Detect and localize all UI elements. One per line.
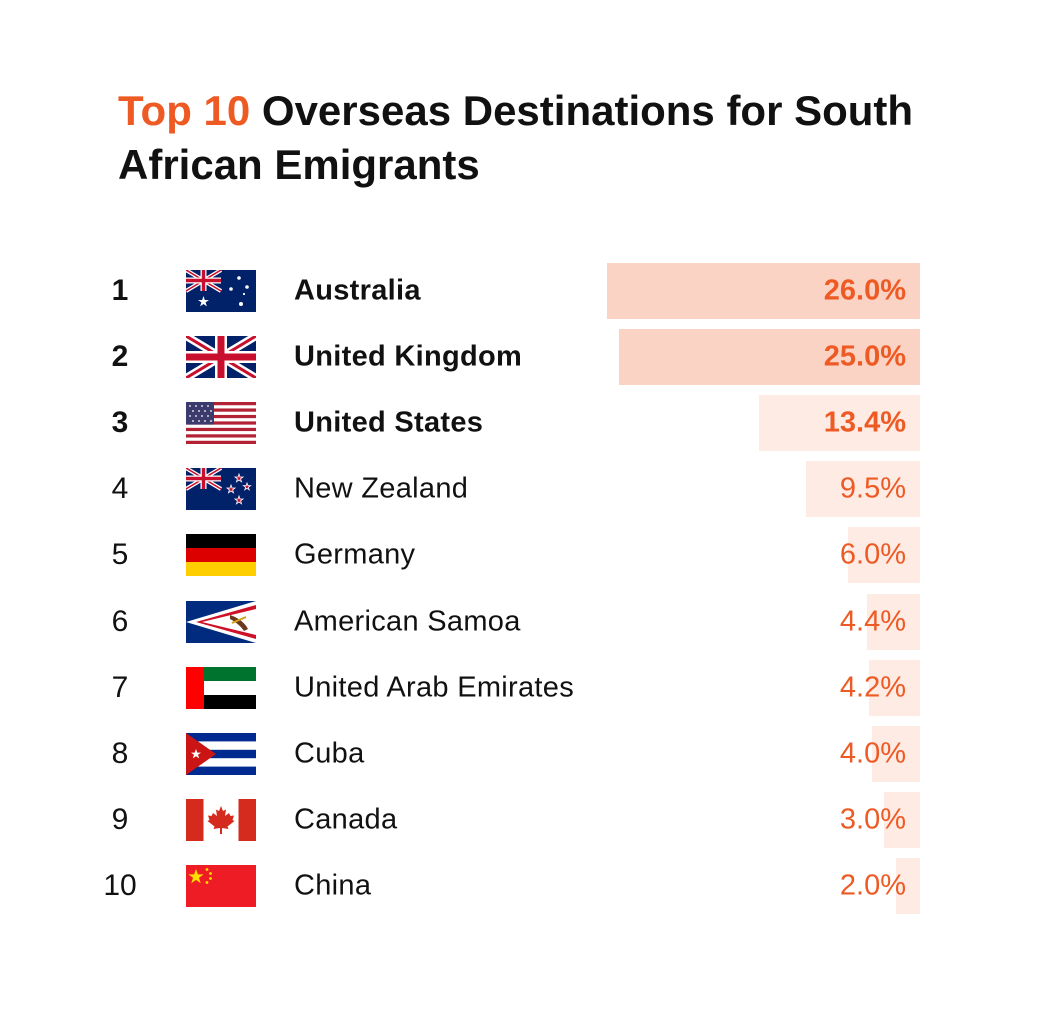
bar [847,527,920,584]
data-label: 9.5% [839,472,906,505]
chart-title: Top 10 Overseas Destinations for South A… [118,84,1046,192]
american-samoa-flag-icon [186,600,256,643]
category-label: New Zealand [294,472,469,505]
rank-label: 3 [111,406,129,440]
canada-flag-icon [186,798,256,841]
chart-row: 3 United States 13.4% [0,393,1046,453]
bar [805,461,920,518]
rank-label: 10 [103,868,137,902]
chart-title-rest: Overseas Destinations for South African … [118,87,914,188]
bar [758,395,920,452]
category-label: Germany [294,538,416,571]
category-label: Canada [294,803,398,836]
bar [869,659,920,716]
chart-row: 7 United Arab Emirates 4.2% [0,658,1046,718]
data-label: 6.0% [839,538,906,571]
chart-row: 2 United Kingdom 25.0% [0,327,1046,387]
category-label: American Samoa [294,605,521,637]
category-label: United States [294,406,484,439]
chart-row: 5 Germany 6.0% [0,525,1046,585]
chart-row: 1 Australia 26.0% [0,261,1046,321]
data-label: 4.0% [839,737,906,770]
bar [607,263,920,319]
rank-label: 4 [111,472,129,506]
rank-label: 7 [111,670,129,704]
bar [619,329,920,386]
united-kingdom-flag-icon [186,336,256,379]
uae-flag-icon [186,666,256,709]
chart-row: 9 Canada 3.0% [0,790,1046,850]
new-zealand-flag-icon [186,468,256,511]
germany-flag-icon [186,534,256,577]
data-label: 3.0% [839,803,906,836]
chart-row: 6 American Samoa 4.4% [0,592,1046,652]
data-label: 2.0% [839,869,906,902]
bar [867,593,920,650]
chart-row: 10 China 2.0% [0,856,1046,916]
china-flag-icon [186,864,256,907]
bar [883,791,920,848]
data-label: 13.4% [823,406,906,439]
category-label: Australia [294,274,421,307]
rank-label: 8 [111,736,129,770]
rank-label: 9 [111,802,129,836]
data-label: 25.0% [823,340,906,373]
category-label: United Kingdom [294,340,523,373]
data-label: 26.0% [823,274,906,307]
data-label: 4.2% [839,671,906,704]
bar [871,725,920,782]
category-label: United Arab Emirates [294,671,575,704]
chart-title-accent: Top 10 [118,87,251,134]
australia-flag-icon [186,270,256,312]
united-states-flag-icon [186,402,256,445]
rank-label: 1 [111,274,129,307]
category-label: China [294,869,372,902]
bar [895,857,920,914]
chart-row: 8 Cuba 4.0% [0,724,1046,784]
cuba-flag-icon [186,732,256,775]
rank-label: 6 [111,604,129,638]
chart-row: 4 New Zealand 9.5% [0,459,1046,519]
rank-label: 2 [111,340,129,374]
data-label: 4.4% [839,605,906,637]
rank-label: 5 [111,538,129,572]
category-label: Cuba [294,737,365,770]
